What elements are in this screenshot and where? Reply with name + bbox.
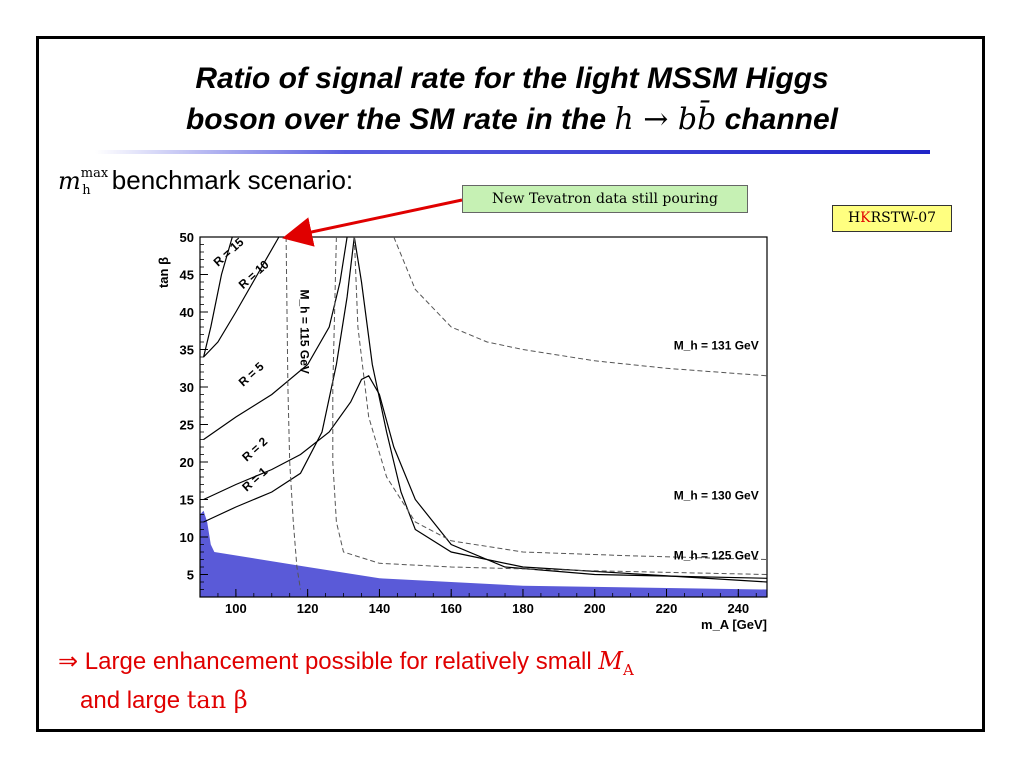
series-line-2 [203,236,348,440]
series-line-7 [353,236,768,560]
x-tick-label: 220 [656,601,678,616]
slide-title-line1: Ratio of signal rate for the light MSSM … [195,62,829,95]
y-axis-label: tan β [156,257,171,288]
series-line-6 [332,236,768,575]
curve-label-1: R = 10 [236,257,272,292]
subtitle-sup: max [80,166,109,181]
x-tick-label: 140 [369,601,391,616]
conclusion-line1-text: ⇒ Large enhancement possible for relativ… [58,648,592,675]
curve-label-7: M_h = 130 GeV [674,489,759,503]
subtitle: mmax h benchmark scenario: [58,165,354,198]
series-line-8 [393,236,768,377]
excluded-region [200,510,767,597]
conclusion-line1-math-sub: A [622,660,634,679]
series-line-4 [203,236,768,583]
title-line2-math: h → bb̄ [614,102,717,137]
title-rule [95,150,930,154]
x-tick-label: 240 [727,601,749,616]
curve-label-0: R = 15 [211,235,247,270]
y-tick-label: 50 [180,230,194,245]
y-tick-label: 40 [180,305,194,320]
conclusion-line2-text: and large [80,686,181,714]
curve-label-4: R = 1 [239,464,270,494]
reference-tag-part3: RSTW-07 [870,210,937,226]
slide-title-line2: boson over the SM rate in the h → bb̄ ch… [0,102,1024,137]
x-tick-label: 160 [440,601,462,616]
conclusion-line2: and large tan β [58,685,634,716]
chart: 100 120 140 160 180 200 220 240 5 10 15 20 25 30 35 40 4… [156,230,768,632]
y-tick-label: 45 [180,268,194,283]
reference-tag-part2: K [860,210,871,226]
y-tick-label: 15 [180,493,194,508]
reference-tag: HKRSTW-07 [832,205,952,232]
subtitle-text: benchmark scenario: [111,165,354,195]
curve-label-5: M_h = 115 GeV [297,290,311,374]
reference-tag-part1: H [847,210,861,226]
y-tick-label: 25 [180,418,194,433]
title-line2-suffix: channel [724,103,839,136]
series-line-0 [203,236,233,358]
conclusion: ⇒ Large enhancement possible for relativ… [58,646,634,716]
y-tick-label: 5 [187,568,194,583]
y-tick-label: 30 [180,380,194,395]
plot-frame [199,236,768,598]
curve-label-3: R = 2 [239,434,270,464]
curve-label-6: M_h = 131 GeV [674,339,759,353]
series-line-1 [203,236,280,358]
x-tick-label: 180 [512,601,534,616]
subtitle-sub: h [82,183,91,198]
conclusion-line2-math: tan β [186,685,248,714]
x-axis-label: m_A [GeV] [701,617,767,632]
curve-label-8: M_h = 125 GeV [674,549,759,563]
title-line2-prefix: boson over the SM rate in the [185,103,607,136]
x-tick-label: 120 [297,601,319,616]
curve-label-2: R = 5 [236,359,267,389]
y-tick-label: 20 [180,455,194,470]
y-tick-label: 10 [180,530,194,545]
conclusion-line1-math: M [598,647,623,675]
x-tick-label: 200 [584,601,606,616]
callout-box: New Tevatron data still pouring [462,185,748,213]
x-tick-label: 100 [225,601,247,616]
subtitle-symbol: m [58,167,81,195]
conclusion-line1: ⇒ Large enhancement possible for relativ… [58,646,634,685]
y-tick-label: 35 [180,343,194,358]
